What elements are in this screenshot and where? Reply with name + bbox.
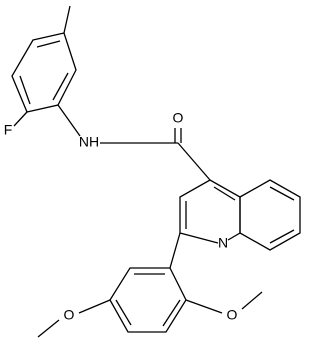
bond bbox=[169, 232, 181, 269]
double-bond bbox=[36, 40, 61, 48]
double-bond bbox=[52, 72, 69, 101]
atom-label: N bbox=[218, 235, 228, 251]
nh-bond bbox=[57, 104, 81, 137]
ring bbox=[109, 267, 187, 333]
double-bond bbox=[19, 75, 31, 105]
double-bond bbox=[269, 229, 295, 244]
methyl-bond bbox=[241, 291, 263, 310]
atom-label: F bbox=[4, 122, 13, 138]
atom-labels: O NH F N O O bbox=[4, 110, 238, 323]
atom-label: O bbox=[173, 110, 184, 126]
double-bond bbox=[269, 186, 295, 201]
o-bond bbox=[78, 299, 111, 314]
ring bbox=[239, 179, 301, 251]
label-bg bbox=[170, 111, 186, 127]
bond bbox=[177, 142, 211, 181]
f-bond bbox=[13, 111, 28, 127]
double-bond bbox=[213, 186, 236, 201]
atom-label: O bbox=[227, 307, 238, 323]
double-bond bbox=[115, 299, 132, 326]
ring bbox=[179, 179, 241, 244]
atom-label: NH bbox=[79, 134, 99, 150]
double-bond bbox=[162, 299, 181, 327]
bonds bbox=[11, 5, 301, 338]
methyl-bond bbox=[63, 5, 71, 34]
methyl-bond bbox=[37, 319, 60, 338]
atom-label: O bbox=[64, 307, 75, 323]
o-bond bbox=[185, 299, 223, 314]
